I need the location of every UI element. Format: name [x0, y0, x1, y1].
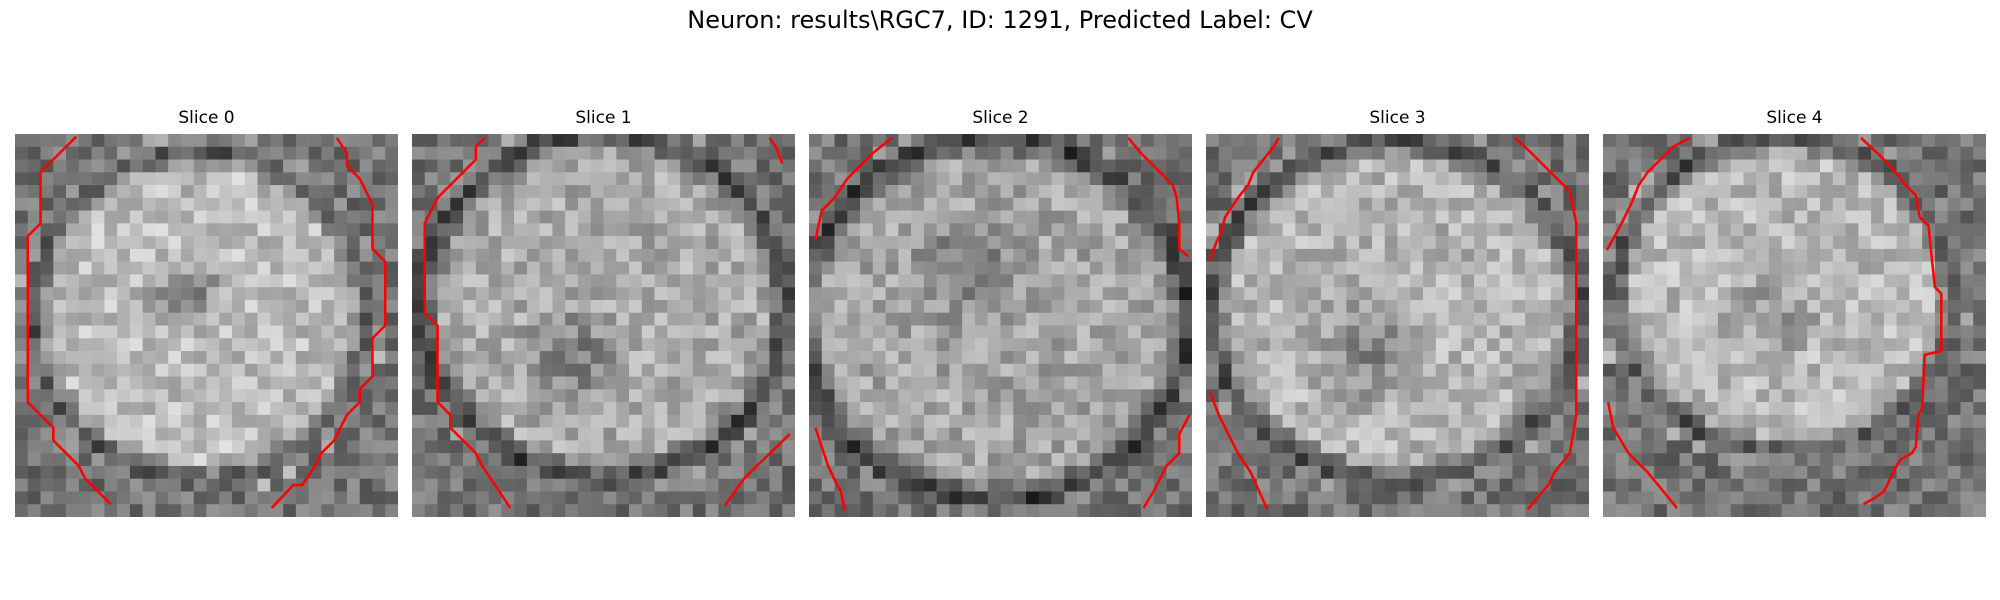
cell-contour-line — [723, 433, 791, 507]
cell-contour-line — [26, 135, 112, 506]
cell-contour-line — [1127, 137, 1190, 258]
cell-contour-line — [768, 137, 784, 164]
slice-title: Slice 3 — [1369, 108, 1426, 128]
slice-title: Slice 4 — [1766, 108, 1823, 128]
cell-contour-line — [423, 136, 512, 509]
slice-title: Slice 0 — [178, 108, 235, 128]
cell-contour-line — [1208, 391, 1269, 510]
cell-contour-line — [270, 137, 387, 509]
figure-title: Neuron: results\RGC7, ID: 1291, Predicte… — [687, 6, 1313, 34]
cell-contour-line — [1514, 136, 1578, 511]
slice-image — [809, 134, 1192, 517]
slice-image — [412, 134, 795, 517]
cell-contour-line — [814, 136, 893, 241]
cell-contour-line — [1142, 414, 1191, 509]
cell-contour-line — [1860, 136, 1943, 506]
slice-title: Slice 2 — [972, 108, 1029, 128]
slice-title: Slice 1 — [575, 108, 632, 128]
cell-contour-line — [1605, 136, 1691, 251]
slice-image — [15, 134, 398, 517]
cell-contour-line — [1208, 137, 1280, 261]
slice-image — [1206, 134, 1589, 517]
cell-contour-line — [1606, 401, 1679, 509]
cell-contour-line — [814, 427, 846, 511]
slice-image — [1603, 134, 1986, 517]
